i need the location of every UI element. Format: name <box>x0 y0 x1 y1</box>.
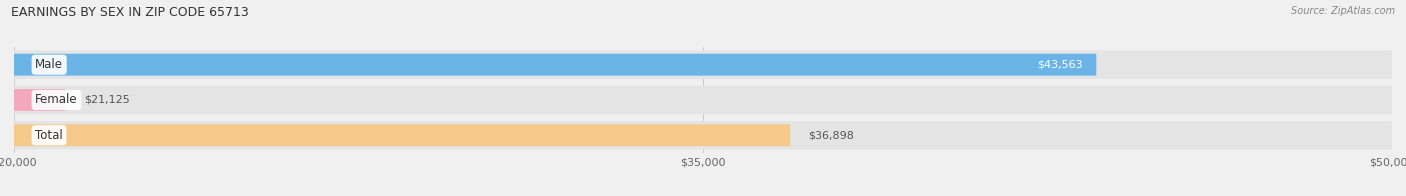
FancyBboxPatch shape <box>14 89 66 111</box>
Text: Female: Female <box>35 93 77 106</box>
FancyBboxPatch shape <box>14 86 1392 114</box>
Text: EARNINGS BY SEX IN ZIP CODE 65713: EARNINGS BY SEX IN ZIP CODE 65713 <box>11 6 249 19</box>
Text: $21,125: $21,125 <box>84 95 129 105</box>
Text: Source: ZipAtlas.com: Source: ZipAtlas.com <box>1291 6 1395 16</box>
FancyBboxPatch shape <box>14 124 790 146</box>
Text: Total: Total <box>35 129 63 142</box>
FancyBboxPatch shape <box>14 121 1392 149</box>
Text: $36,898: $36,898 <box>808 130 855 140</box>
FancyBboxPatch shape <box>14 51 1392 79</box>
FancyBboxPatch shape <box>14 54 1097 76</box>
Text: $43,563: $43,563 <box>1036 60 1083 70</box>
Text: Male: Male <box>35 58 63 71</box>
